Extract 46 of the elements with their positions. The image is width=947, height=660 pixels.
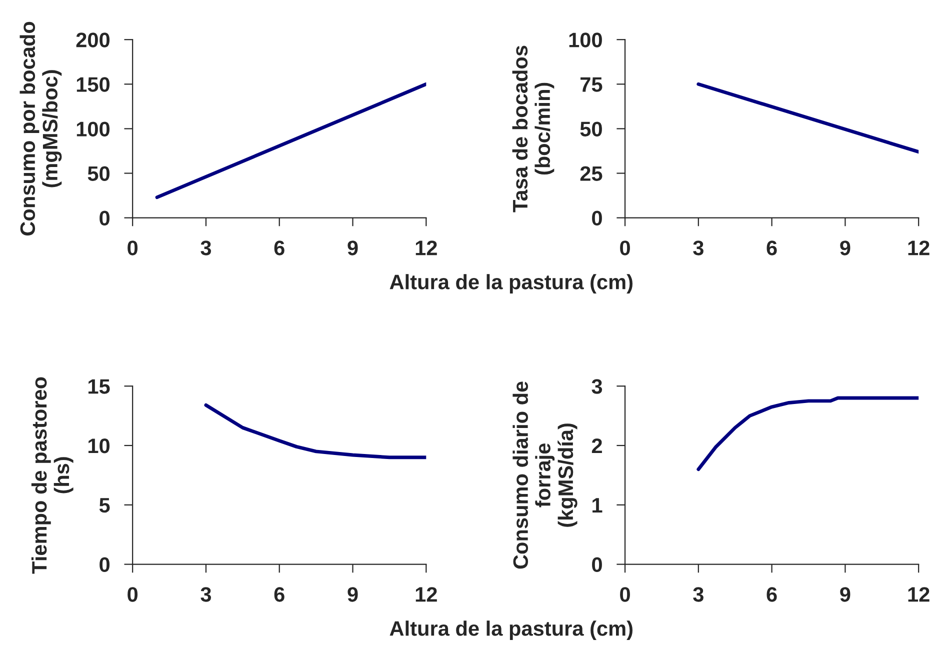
x-axis-title: Altura de la pastura (cm): [390, 274, 632, 294]
x-tick-label: 3: [693, 587, 704, 602]
y-tick-label: 75: [580, 77, 602, 92]
y-tick-label: 0: [592, 557, 602, 572]
y-tick-label: 0: [592, 210, 602, 226]
x-tick-label: 9: [348, 240, 358, 256]
x-tick-label: 6: [766, 587, 777, 602]
y-axis-title: Consumo por bocado (mgMS/boc): [20, 22, 62, 236]
y-axis-title: Tasa de bocados (boc/min): [512, 46, 554, 212]
x-tick-label: 6: [274, 587, 284, 602]
x-tick-label: 6: [766, 240, 777, 256]
x-tick-label: 9: [348, 587, 358, 602]
y-tick-label: 150: [76, 77, 110, 92]
y-tick-label: 100: [76, 122, 110, 136]
line-series: [696, 396, 919, 471]
x-tick-label: 12: [416, 240, 437, 256]
line-series: [204, 403, 426, 460]
y-tick-label: 5: [99, 498, 110, 513]
y-tick-label: 0: [100, 557, 110, 572]
y-axis-title: Tiempo de pastoreo (hs): [31, 377, 74, 574]
y-tick-label: 2: [592, 438, 602, 454]
x-tick-label: 0: [128, 587, 138, 602]
x-tick-label: 9: [840, 587, 850, 602]
x-tick-label: 9: [840, 240, 850, 256]
y-tick-label: 1: [592, 498, 602, 512]
y-axis-title: Consumo diario de forraje (kgMS/día): [512, 382, 578, 569]
x-tick-label: 3: [200, 587, 212, 602]
y-tick-label: 200: [76, 32, 110, 48]
x-tick-label: 3: [200, 240, 212, 256]
y-tick-label: 25: [580, 166, 602, 182]
y-tick-label: 15: [88, 379, 110, 394]
x-tick-label: 0: [620, 240, 630, 256]
x-tick-label: 0: [620, 587, 630, 602]
y-tick-label: 10: [88, 438, 110, 454]
x-tick-label: 12: [416, 587, 437, 602]
y-tick-label: 100: [569, 32, 602, 48]
x-tick-label: 3: [693, 240, 704, 256]
x-tick-label: 12: [908, 587, 930, 602]
y-tick-label: 50: [88, 166, 110, 182]
y-tick-label: 3: [592, 379, 602, 394]
x-axis-title: Altura de la pastura (cm): [390, 620, 632, 640]
x-tick-label: 6: [274, 240, 284, 256]
x-tick-label: 12: [908, 240, 930, 256]
x-tick-label: 0: [128, 240, 138, 256]
y-tick-label: 50: [580, 122, 602, 136]
y-tick-label: 0: [100, 210, 110, 226]
